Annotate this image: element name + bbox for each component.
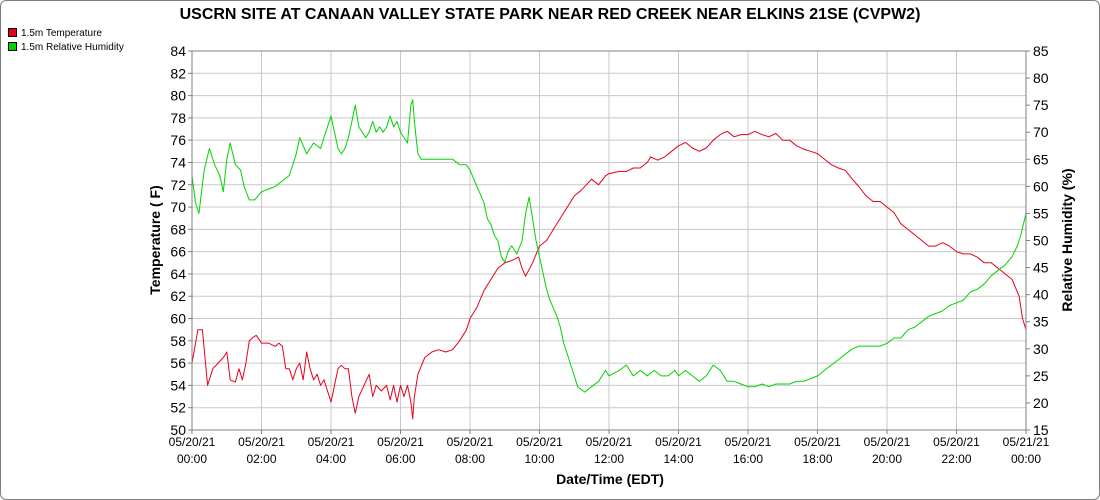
axes: 05/20/21 00:00 05/20/21 02:00 05/20/21 04:00 0… (169, 43, 1050, 466)
y-left-tick-label: 72 (170, 177, 186, 193)
legend-item-humidity: 1.5m Relative Humidity (8, 42, 124, 53)
legend-swatch-humidity (8, 42, 17, 51)
y-right-tick-label: 25 (1033, 368, 1049, 384)
y-right-tick-label: 15 (1033, 422, 1049, 438)
legend-swatch-temperature (8, 28, 17, 37)
x-tick-label-time: 12:00 (594, 452, 624, 466)
temperature-series-line (191, 130, 1027, 420)
y-left-tick-label: 76 (170, 132, 186, 148)
legend-label-humidity: 1.5m Relative Humidity (21, 42, 124, 53)
x-tick-label-date: 05/20/21 (516, 435, 563, 449)
x-tick-label-time: 16:00 (733, 452, 763, 466)
y-left-tick-label: 66 (170, 244, 186, 260)
y-left-tick-label: 52 (170, 400, 186, 416)
humidity-series-line (191, 99, 1027, 393)
x-tick-label-date: 05/20/21 (794, 435, 841, 449)
y-right-tick-label: 50 (1033, 233, 1049, 249)
y-left-tick-label: 50 (170, 422, 186, 438)
y-left-tick-label: 62 (170, 288, 186, 304)
y-left-tick-label: 68 (170, 221, 186, 237)
series-layer (191, 99, 1027, 420)
y-left-tick-label: 60 (170, 311, 186, 327)
y-right-tick-label: 20 (1033, 395, 1049, 411)
x-tick-label-date: 05/20/21 (586, 435, 633, 449)
y-right-tick-label: 70 (1033, 124, 1049, 140)
y-right-tick-label: 80 (1033, 70, 1049, 86)
y-left-tick-label: 78 (170, 110, 186, 126)
y-right-tick-label: 40 (1033, 287, 1049, 303)
x-tick-label-date: 05/21/21 (1003, 435, 1050, 449)
y-left-tick-label: 80 (170, 88, 186, 104)
x-tick-label-time: 04:00 (316, 452, 346, 466)
chart-title: USCRN SITE AT CANAAN VALLEY STATE PARK N… (180, 6, 921, 23)
x-tick-label-date: 05/20/21 (655, 435, 702, 449)
x-tick-label-time: 20:00 (872, 452, 902, 466)
x-tick-label-time: 00:00 (177, 452, 207, 466)
legend-label-temperature: 1.5m Temperature (21, 28, 102, 39)
y-left-tick-label: 58 (170, 333, 186, 349)
x-tick-label-time: 06:00 (385, 452, 415, 466)
x-tick-label-date: 05/20/21 (377, 435, 424, 449)
x-tick-label-date: 05/20/21 (308, 435, 355, 449)
x-tick-label-time: 10:00 (524, 452, 554, 466)
y-left-tick-label: 70 (170, 199, 186, 215)
y-right-tick-label: 45 (1033, 260, 1049, 276)
x-tick-label-time: 14:00 (663, 452, 693, 466)
y-right-tick-label: 35 (1033, 314, 1049, 330)
y-left-tick-label: 74 (170, 154, 186, 170)
x-tick-label-time: 22:00 (941, 452, 971, 466)
y-axis-left-title: Temperature ( F) (147, 185, 163, 294)
x-tick-label-time: 02:00 (246, 452, 276, 466)
y-right-tick-label: 75 (1033, 97, 1049, 113)
y-right-tick-label: 55 (1033, 205, 1049, 221)
x-tick-label-time: 18:00 (802, 452, 832, 466)
y-right-tick-label: 60 (1033, 178, 1049, 194)
y-left-tick-label: 54 (170, 377, 186, 393)
y-left-tick-label: 56 (170, 355, 186, 371)
legend-item-temperature: 1.5m Temperature (8, 28, 102, 39)
y-left-tick-label: 84 (170, 43, 186, 59)
y-right-tick-label: 30 (1033, 341, 1049, 357)
y-left-tick-label: 64 (170, 266, 186, 282)
x-tick-label-date: 05/20/21 (725, 435, 772, 449)
x-tick-label-date: 05/20/21 (864, 435, 911, 449)
x-tick-label-date: 05/20/21 (933, 435, 980, 449)
y-right-tick-label: 65 (1033, 151, 1049, 167)
x-tick-label-time: 08:00 (455, 452, 485, 466)
x-tick-label-date: 05/20/21 (169, 435, 216, 449)
x-axis-title: Date/Time (EDT) (556, 471, 664, 487)
x-tick-label-date: 05/20/21 (238, 435, 285, 449)
x-tick-label-time: 00:00 (1011, 452, 1041, 466)
grid (191, 50, 1027, 431)
y-right-tick-label: 85 (1033, 43, 1049, 59)
y-axis-right-title: Relative Humidity (%) (1059, 168, 1075, 311)
y-left-tick-label: 82 (170, 65, 186, 81)
x-tick-label-date: 05/20/21 (447, 435, 494, 449)
